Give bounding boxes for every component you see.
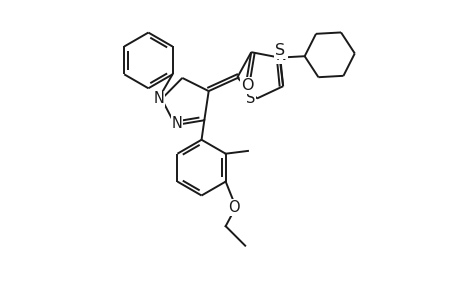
Text: N: N xyxy=(153,92,164,106)
Text: S: S xyxy=(274,43,285,58)
Text: O: O xyxy=(228,200,239,215)
Text: O: O xyxy=(241,78,253,93)
Text: N: N xyxy=(275,48,286,63)
Text: N: N xyxy=(171,116,182,130)
Text: S: S xyxy=(246,91,255,106)
